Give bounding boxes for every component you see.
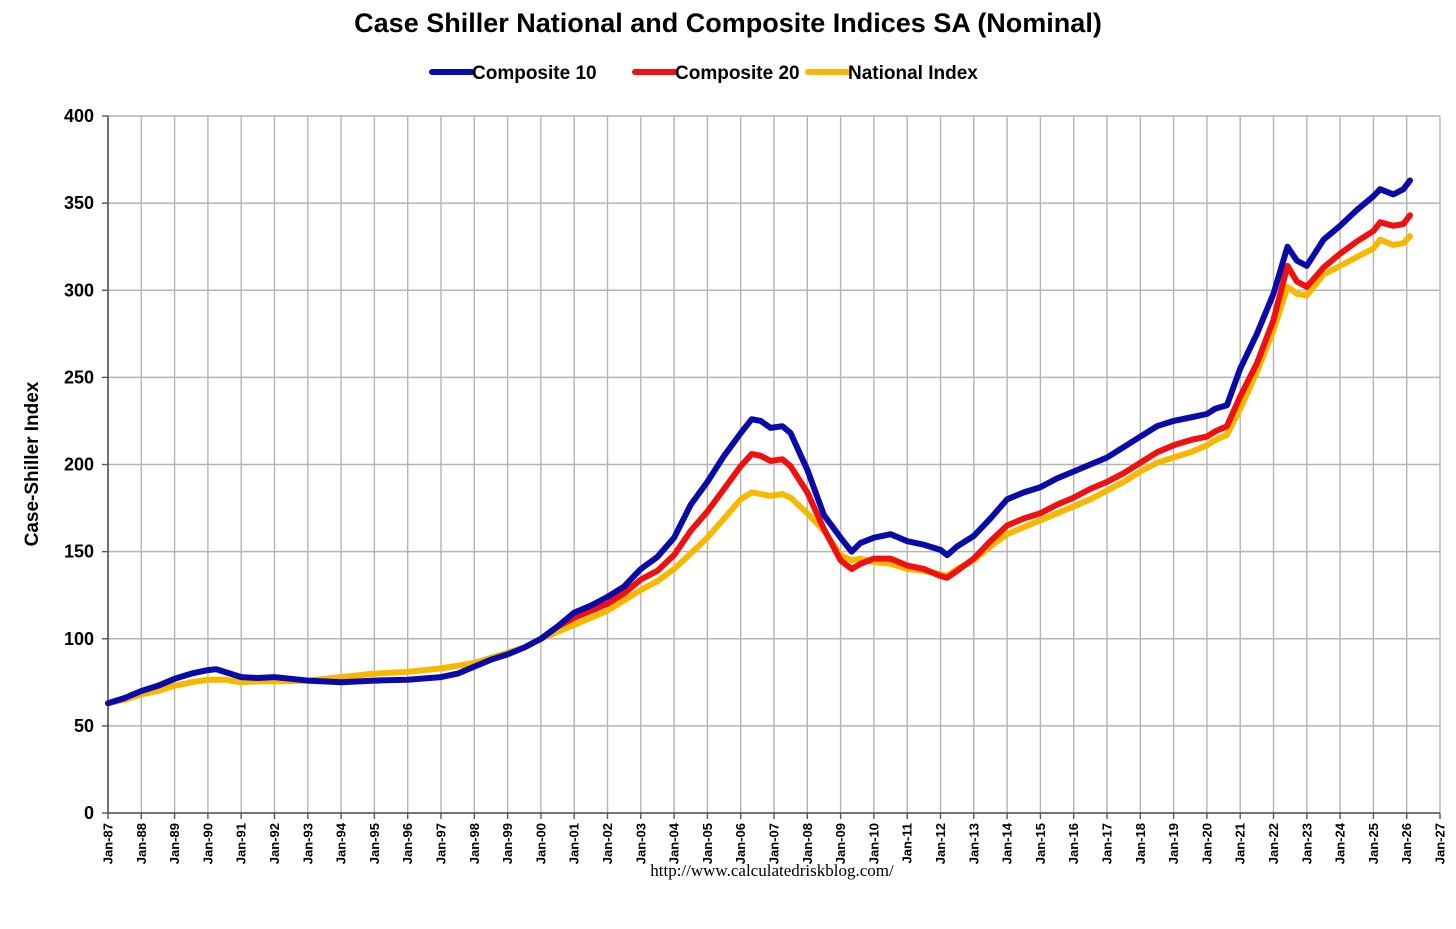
series-layer: [105, 177, 1413, 707]
x-tick-label: Jan-91: [234, 823, 249, 864]
x-tick-labels: Jan-87 Jan-88 Jan-89 Jan-90 Jan-91 Jan-92 Jan-…: [101, 822, 1448, 864]
x-tick-label: Jan-15: [1033, 823, 1048, 864]
series-line-national-index: [105, 233, 1413, 707]
x-tick-label: Jan-04: [667, 822, 682, 864]
x-tick-label: Jan-96: [400, 823, 415, 864]
y-tick-labels: 0 50 100 150 200 250 300 350 400: [64, 106, 94, 823]
y-tick-label: 300: [64, 280, 94, 300]
series-line-composite-20: [537, 212, 1413, 642]
y-tick-label: 250: [64, 367, 94, 387]
x-tick-label: Jan-03: [633, 823, 648, 864]
x-tick-label: Jan-21: [1233, 823, 1248, 864]
x-tick-label: Jan-93: [300, 823, 315, 864]
x-tick-label: Jan-17: [1100, 823, 1115, 864]
grid: [107, 115, 1441, 814]
y-axis-label: Case-Shiller Index: [22, 381, 43, 546]
x-tick-label: Jan-98: [467, 823, 482, 864]
x-tick-label: Jan-10: [866, 823, 881, 864]
legend-label: Composite 20: [675, 63, 800, 84]
x-tick-label: Jan-01: [567, 823, 582, 864]
x-tick-label: Jan-24: [1333, 822, 1348, 864]
y-tick-label: 400: [64, 106, 94, 126]
legend-label: Composite 10: [472, 63, 597, 84]
x-tick-label: Jan-14: [1000, 822, 1015, 864]
y-tick-label: 50: [74, 716, 94, 736]
x-tick-label: Jan-12: [933, 823, 948, 864]
x-tick-label: Jan-95: [367, 823, 382, 864]
y-tick-label: 150: [64, 542, 94, 562]
x-tick-label: Jan-97: [434, 823, 449, 864]
x-tick-label: Jan-06: [733, 823, 748, 864]
axes: [102, 115, 1441, 819]
x-tick-label: Jan-16: [1066, 823, 1081, 864]
x-tick-label: Jan-11: [900, 823, 915, 863]
x-tick-label: Jan-20: [1199, 823, 1214, 864]
x-tick-label: Jan-26: [1399, 823, 1414, 864]
x-tick-label: Jan-87: [101, 823, 116, 864]
y-tick-label: 350: [64, 193, 94, 213]
x-tick-label: Jan-27: [1433, 823, 1448, 864]
x-tick-label: Jan-23: [1299, 823, 1314, 864]
source-note: http://www.calculatedriskblog.com/: [650, 861, 894, 880]
x-tick-label: Jan-92: [267, 823, 282, 864]
y-tick-label: 200: [64, 455, 94, 475]
x-tick-label: Jan-09: [833, 823, 848, 864]
x-tick-label: Jan-02: [600, 823, 615, 864]
x-tick-label: Jan-90: [200, 823, 215, 864]
legend-label: National Index: [848, 63, 978, 84]
x-tick-label: Jan-25: [1366, 823, 1381, 864]
y-tick-label: 0: [84, 803, 94, 823]
x-tick-label: Jan-19: [1166, 823, 1181, 864]
x-tick-label: Jan-05: [700, 823, 715, 864]
series-line-composite-10: [105, 177, 1413, 707]
y-tick-label: 100: [64, 629, 94, 649]
x-tick-label: Jan-89: [167, 823, 182, 864]
x-tick-label: Jan-08: [800, 823, 815, 864]
x-tick-label: Jan-99: [500, 823, 515, 864]
x-tick-label: Jan-22: [1266, 823, 1281, 864]
legend: Composite 10 Composite 20 National Index: [429, 63, 978, 84]
x-tick-label: Jan-94: [334, 822, 349, 864]
x-tick-label: Jan-07: [767, 823, 782, 864]
x-tick-label: Jan-00: [533, 823, 548, 864]
x-tick-label: Jan-13: [966, 823, 981, 864]
x-tick-label: Jan-88: [134, 823, 149, 864]
chart-title: Case Shiller National and Composite Indi…: [354, 8, 1102, 38]
x-tick-label: Jan-18: [1133, 823, 1148, 864]
